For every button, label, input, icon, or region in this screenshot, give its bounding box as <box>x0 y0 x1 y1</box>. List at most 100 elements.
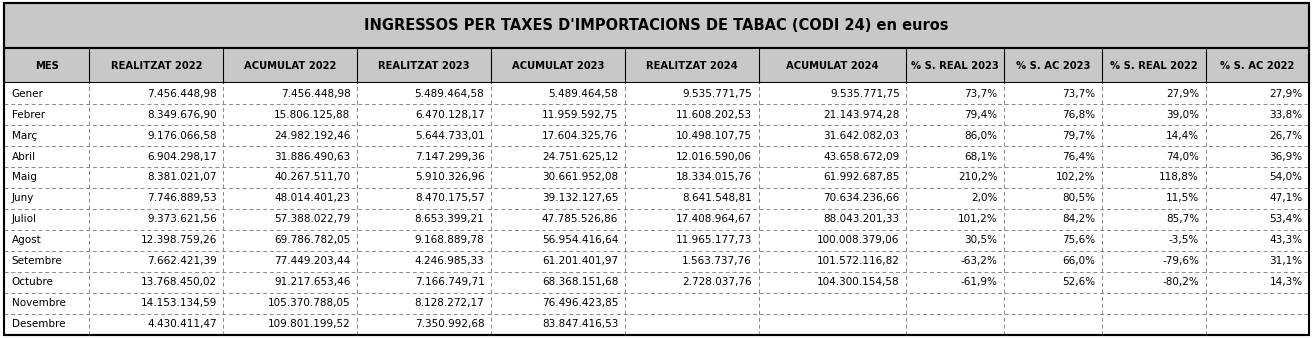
Text: 53,4%: 53,4% <box>1270 214 1302 224</box>
Text: 68.368.151,68: 68.368.151,68 <box>542 277 618 287</box>
Text: 9.535.771,75: 9.535.771,75 <box>683 89 752 99</box>
Text: 14,3%: 14,3% <box>1270 277 1302 287</box>
Text: % S. REAL 2023: % S. REAL 2023 <box>911 61 999 71</box>
Text: % S. REAL 2022: % S. REAL 2022 <box>1109 61 1197 71</box>
Text: -80,2%: -80,2% <box>1162 277 1199 287</box>
Text: 52,6%: 52,6% <box>1062 277 1095 287</box>
Text: 9.168.889,78: 9.168.889,78 <box>415 235 484 245</box>
Text: 17.408.964,67: 17.408.964,67 <box>676 214 752 224</box>
Text: 39.132.127,65: 39.132.127,65 <box>542 193 618 203</box>
Text: 47.785.526,86: 47.785.526,86 <box>542 214 618 224</box>
Text: -79,6%: -79,6% <box>1162 256 1199 266</box>
Text: 12.016.590,06: 12.016.590,06 <box>676 151 752 162</box>
Text: 9.373.621,56: 9.373.621,56 <box>147 214 217 224</box>
Text: 8.653.399,21: 8.653.399,21 <box>415 214 484 224</box>
Text: 39,0%: 39,0% <box>1166 110 1199 120</box>
Text: 48.014.401,23: 48.014.401,23 <box>274 193 351 203</box>
Text: 69.786.782,05: 69.786.782,05 <box>274 235 351 245</box>
Text: 76,4%: 76,4% <box>1062 151 1095 162</box>
Text: 8.128.272,17: 8.128.272,17 <box>415 298 484 308</box>
Text: 24.982.192,46: 24.982.192,46 <box>274 130 351 141</box>
Text: MES: MES <box>34 61 59 71</box>
Text: % S. AC 2022: % S. AC 2022 <box>1220 61 1295 71</box>
Text: 76.496.423,85: 76.496.423,85 <box>542 298 618 308</box>
Text: 70.634.236,66: 70.634.236,66 <box>823 193 899 203</box>
Text: Abril: Abril <box>12 151 35 162</box>
Text: 43,3%: 43,3% <box>1270 235 1302 245</box>
Text: 79,7%: 79,7% <box>1062 130 1095 141</box>
Text: Setembre: Setembre <box>12 256 63 266</box>
Bar <box>4 251 1309 272</box>
Text: 11.959.592,75: 11.959.592,75 <box>542 110 618 120</box>
Bar <box>4 167 1309 188</box>
Text: 8.470.175,57: 8.470.175,57 <box>415 193 484 203</box>
Bar <box>4 146 1309 167</box>
Text: 17.604.325,76: 17.604.325,76 <box>542 130 618 141</box>
Bar <box>4 125 1309 146</box>
Text: 5.489.464,58: 5.489.464,58 <box>549 89 618 99</box>
Bar <box>4 104 1309 125</box>
Text: 73,7%: 73,7% <box>1062 89 1095 99</box>
Text: 36,9%: 36,9% <box>1270 151 1302 162</box>
Text: 7.662.421,39: 7.662.421,39 <box>147 256 217 266</box>
Text: -63,2%: -63,2% <box>961 256 998 266</box>
Text: 4.430.411,47: 4.430.411,47 <box>147 319 217 329</box>
Text: 8.641.548,81: 8.641.548,81 <box>683 193 752 203</box>
Text: 31,1%: 31,1% <box>1270 256 1302 266</box>
Text: -3,5%: -3,5% <box>1169 235 1199 245</box>
Text: REALITZAT 2024: REALITZAT 2024 <box>646 61 738 71</box>
Text: 54,0%: 54,0% <box>1270 172 1302 183</box>
Text: 30,5%: 30,5% <box>965 235 998 245</box>
Text: 33,8%: 33,8% <box>1270 110 1302 120</box>
Text: 30.661.952,08: 30.661.952,08 <box>542 172 618 183</box>
Text: 5.644.733,01: 5.644.733,01 <box>415 130 484 141</box>
Text: Octubre: Octubre <box>12 277 54 287</box>
Text: 91.217.653,46: 91.217.653,46 <box>274 277 351 287</box>
Text: Desembre: Desembre <box>12 319 66 329</box>
Text: 88.043.201,33: 88.043.201,33 <box>823 214 899 224</box>
Text: 73,7%: 73,7% <box>965 89 998 99</box>
Text: 10.498.107,75: 10.498.107,75 <box>676 130 752 141</box>
Text: 102,2%: 102,2% <box>1056 172 1095 183</box>
Text: 14.153.134,59: 14.153.134,59 <box>140 298 217 308</box>
Text: 7.166.749,71: 7.166.749,71 <box>415 277 484 287</box>
Text: 11.608.202,53: 11.608.202,53 <box>676 110 752 120</box>
Text: Novembre: Novembre <box>12 298 66 308</box>
Text: ACUMULAT 2024: ACUMULAT 2024 <box>786 61 878 71</box>
Bar <box>4 48 1309 83</box>
Text: Febrer: Febrer <box>12 110 45 120</box>
Text: 14,4%: 14,4% <box>1166 130 1199 141</box>
Text: 101,2%: 101,2% <box>958 214 998 224</box>
Text: 15.806.125,88: 15.806.125,88 <box>274 110 351 120</box>
Bar <box>4 209 1309 230</box>
Bar <box>4 272 1309 293</box>
Text: 57.388.022,79: 57.388.022,79 <box>274 214 351 224</box>
Text: 6.904.298,17: 6.904.298,17 <box>147 151 217 162</box>
Text: 84,2%: 84,2% <box>1062 214 1095 224</box>
Text: ACUMULAT 2023: ACUMULAT 2023 <box>512 61 604 71</box>
Text: 85,7%: 85,7% <box>1166 214 1199 224</box>
Text: Agost: Agost <box>12 235 42 245</box>
Text: 7.746.889,53: 7.746.889,53 <box>147 193 217 203</box>
Text: 31.886.490,63: 31.886.490,63 <box>274 151 351 162</box>
Text: 47,1%: 47,1% <box>1270 193 1302 203</box>
Text: 2.728.037,76: 2.728.037,76 <box>683 277 752 287</box>
Text: 7.147.299,36: 7.147.299,36 <box>415 151 484 162</box>
Text: 21.143.974,28: 21.143.974,28 <box>823 110 899 120</box>
Text: 8.381.021,07: 8.381.021,07 <box>147 172 217 183</box>
Text: 24.751.625,12: 24.751.625,12 <box>542 151 618 162</box>
Text: 11,5%: 11,5% <box>1166 193 1199 203</box>
Bar <box>4 293 1309 314</box>
Text: 104.300.154,58: 104.300.154,58 <box>817 277 899 287</box>
Text: ACUMULAT 2022: ACUMULAT 2022 <box>244 61 336 71</box>
Text: 109.801.199,52: 109.801.199,52 <box>268 319 351 329</box>
Text: 61.201.401,97: 61.201.401,97 <box>542 256 618 266</box>
Text: Març: Març <box>12 130 37 141</box>
Text: 4.246.985,33: 4.246.985,33 <box>415 256 484 266</box>
Text: 61.992.687,85: 61.992.687,85 <box>823 172 899 183</box>
Text: 40.267.511,70: 40.267.511,70 <box>274 172 351 183</box>
Text: 13.768.450,02: 13.768.450,02 <box>140 277 217 287</box>
Text: 2,0%: 2,0% <box>972 193 998 203</box>
Text: 74,0%: 74,0% <box>1166 151 1199 162</box>
Text: 6.470.128,17: 6.470.128,17 <box>415 110 484 120</box>
